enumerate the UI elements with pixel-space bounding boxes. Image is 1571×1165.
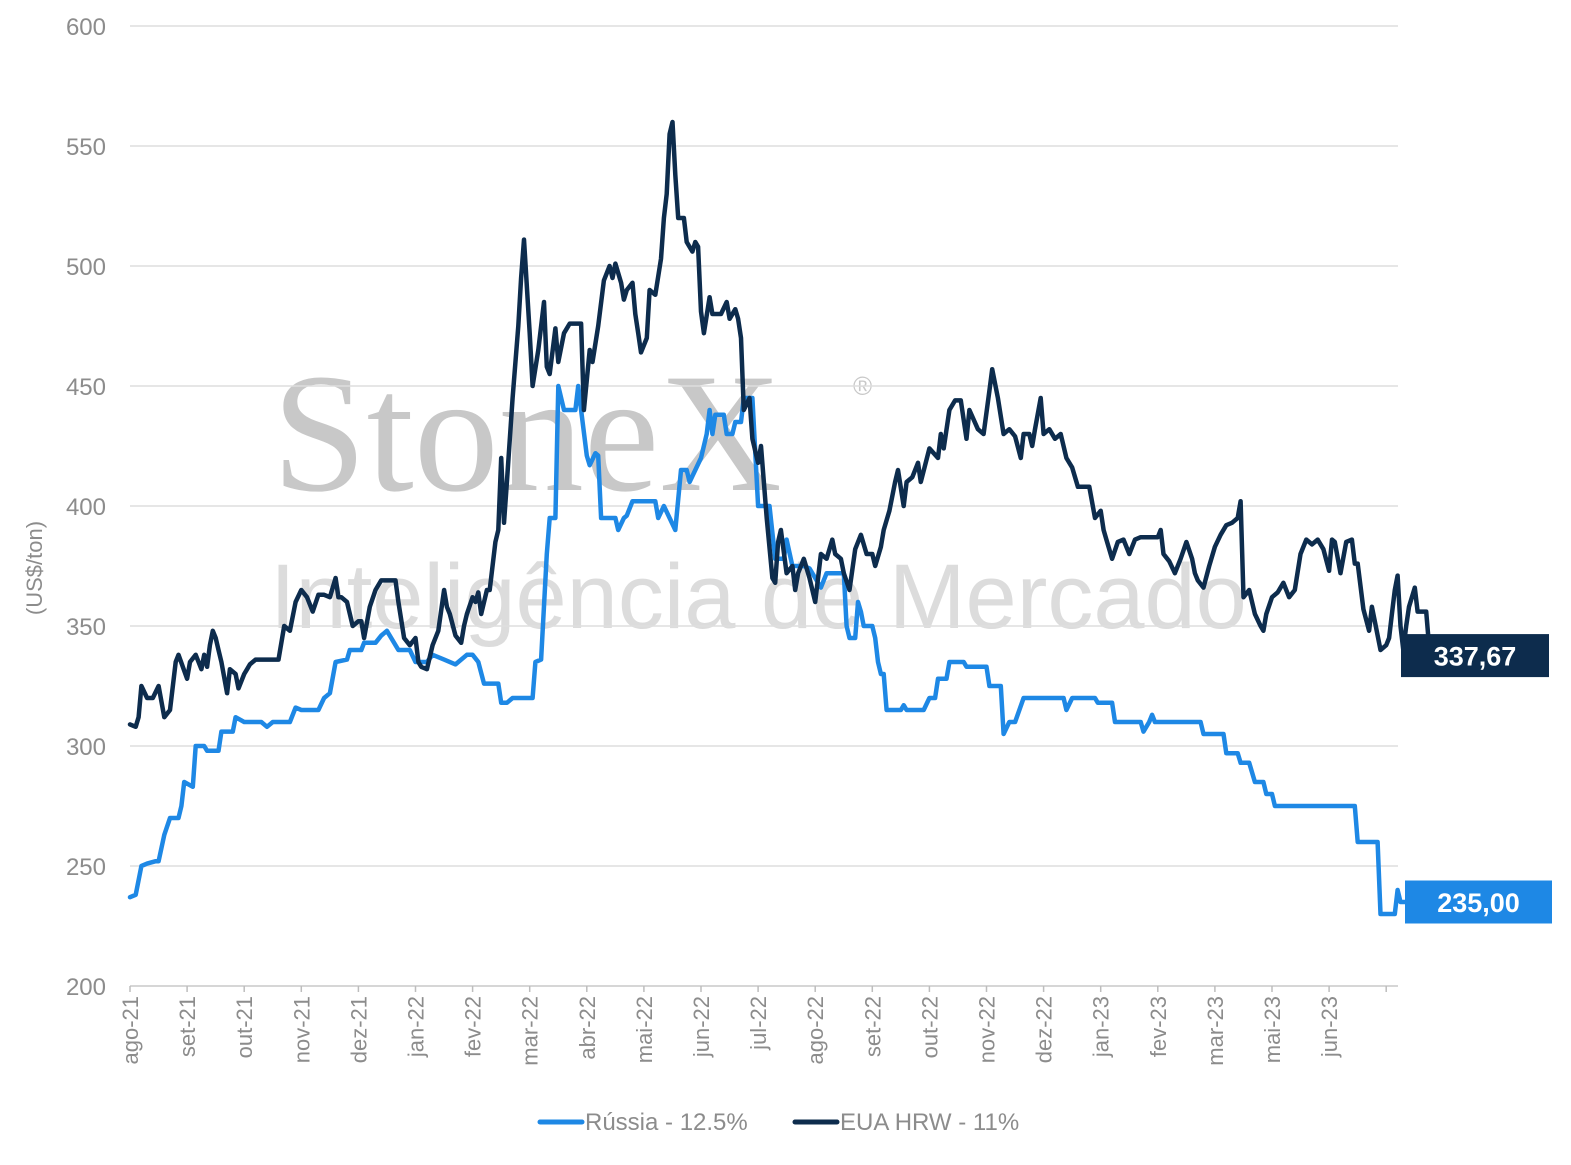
x-tick-label: mar-22 bbox=[518, 996, 543, 1066]
x-tick-label: ago-21 bbox=[118, 996, 143, 1065]
end-label-box-russia bbox=[1405, 880, 1552, 924]
x-tick-label: fev-22 bbox=[461, 996, 486, 1057]
x-tick-label: out-22 bbox=[917, 996, 942, 1058]
legend: Rússia - 12.5% EUA HRW - 11% bbox=[537, 1109, 1019, 1136]
y-tick-label: 600 bbox=[66, 14, 106, 41]
y-tick-label: 500 bbox=[66, 254, 106, 281]
y-tick-label: 200 bbox=[66, 974, 106, 1001]
series-group bbox=[127, 119, 1446, 917]
x-tick-label: set-21 bbox=[175, 996, 200, 1057]
x-tick-label: jan-22 bbox=[404, 996, 429, 1058]
x-tick-label: mai-22 bbox=[632, 996, 657, 1063]
grid bbox=[130, 25, 1398, 987]
end-label-russia: 235,00 bbox=[1437, 888, 1520, 918]
y-tick-label: 550 bbox=[66, 134, 106, 161]
x-tick-label: dez-22 bbox=[1032, 996, 1057, 1063]
x-axis: ago-21 set-21 out-21 nov-21 dez-21 jan-22 fev-… bbox=[118, 986, 1387, 1066]
end-label-eua-hrw: 337,67 bbox=[1434, 642, 1517, 672]
y-tick-label: 350 bbox=[66, 614, 106, 641]
series-line-russia bbox=[127, 383, 1409, 917]
watermark-tagline: Inteligência de Mercado bbox=[270, 546, 1247, 648]
x-tick-label: set-22 bbox=[860, 996, 885, 1057]
watermark-brand: StoneX bbox=[272, 339, 782, 527]
legend-label: EUA HRW - 11% bbox=[840, 1109, 1019, 1136]
x-tick-label: jun-23 bbox=[1317, 996, 1342, 1058]
x-tick-label: nov-21 bbox=[289, 996, 314, 1063]
y-axis: 200 250 300 350 400 450 500 550 600 bbox=[66, 14, 106, 1001]
x-tick-label: jul-22 bbox=[746, 996, 771, 1051]
x-tick-label: out-21 bbox=[232, 996, 257, 1058]
y-tick-label: 300 bbox=[66, 734, 106, 761]
x-tick-label: mar-23 bbox=[1203, 996, 1228, 1066]
y-axis-title: (US$/ton) bbox=[22, 521, 47, 615]
end-labels: 235,00 337,67 bbox=[1401, 634, 1552, 924]
series-line-eua-hrw bbox=[127, 119, 1446, 730]
end-label-box-eua-hrw bbox=[1401, 634, 1549, 678]
y-tick-label: 400 bbox=[66, 494, 106, 521]
y-tick-label: 250 bbox=[66, 854, 106, 881]
x-tick-label: mai-23 bbox=[1260, 996, 1285, 1063]
watermark: StoneX ® Inteligência de Mercado bbox=[270, 339, 1247, 648]
x-tick-label: ago-22 bbox=[803, 996, 828, 1065]
x-tick-label: dez-21 bbox=[346, 996, 371, 1063]
x-tick-label: jan-23 bbox=[1089, 996, 1114, 1058]
y-tick-label: 450 bbox=[66, 374, 106, 401]
legend-label: Rússia - 12.5% bbox=[585, 1109, 748, 1136]
x-tick-label: nov-22 bbox=[975, 996, 1000, 1063]
x-tick-label: abr-22 bbox=[575, 996, 600, 1060]
x-tick-label: fev-23 bbox=[1146, 996, 1171, 1057]
x-tick-label: jun-22 bbox=[689, 996, 714, 1058]
